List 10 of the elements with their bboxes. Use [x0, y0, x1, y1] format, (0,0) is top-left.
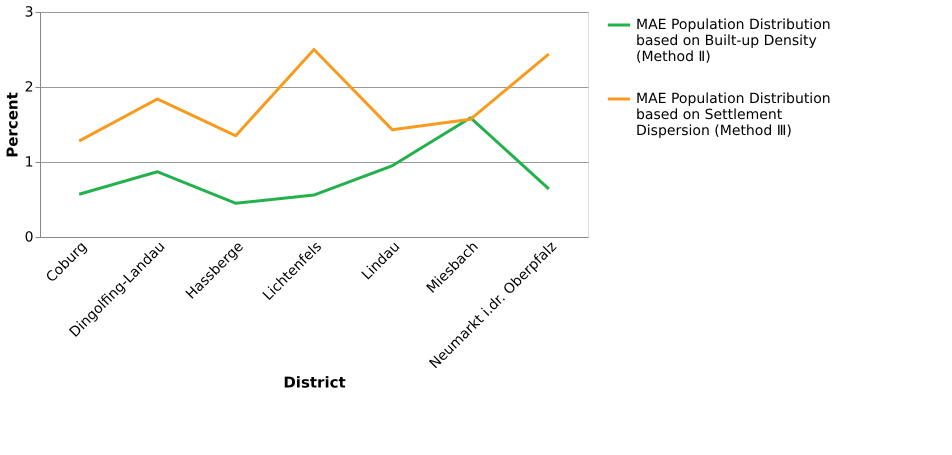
- legend-label: MAE Population Distribution based on Settlement Dispersion (Method Ⅲ): [636, 91, 831, 139]
- x-axis-title: District: [283, 373, 346, 392]
- y-tick-label: 1: [24, 154, 34, 170]
- legend-label: MAE Population Distribution based on Built-up Density (Method Ⅱ): [636, 17, 831, 65]
- line-series: [78, 48, 550, 142]
- line-series: [78, 116, 550, 205]
- y-tick-label: 0: [24, 230, 34, 246]
- y-tick-label: 2: [24, 80, 34, 96]
- y-axis-title: Percent: [4, 92, 22, 158]
- y-tick-label: 3: [24, 4, 34, 20]
